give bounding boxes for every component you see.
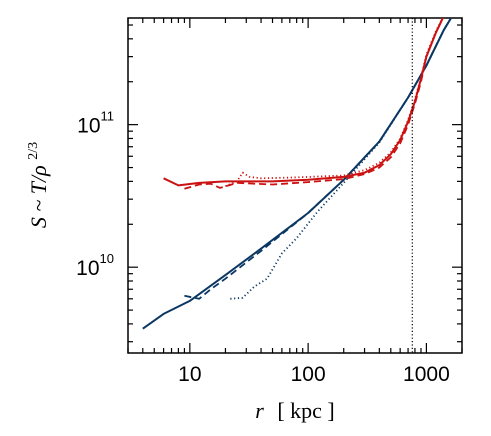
x-axis-unit: [ kpc ] — [277, 398, 334, 423]
y-axis-title: S ~ T/ρ 2/3 — [26, 142, 51, 228]
y-tick-label: 1011 — [77, 109, 114, 138]
y-tick-base: 10 — [77, 115, 100, 138]
x-tick-label: 1000 — [403, 363, 450, 386]
axis-ticks — [127, 18, 463, 353]
y-axis-exponent: 2/3 — [26, 142, 41, 160]
x-tick-label: 10 — [178, 363, 201, 386]
series-1-line — [142, 18, 453, 330]
y-tick-label: 1010 — [76, 251, 114, 280]
x-axis-variable: r — [255, 398, 264, 423]
series-5-line — [184, 18, 444, 190]
series-2-line — [184, 18, 453, 300]
series-layer — [142, 18, 453, 353]
y-tick-exponent: 11 — [101, 109, 115, 124]
plot-frame — [127, 17, 463, 354]
y-tick-base: 10 — [76, 257, 99, 280]
y-axis-quantity: S ~ T/ρ — [26, 165, 51, 228]
series-6-line — [225, 18, 444, 188]
y-tick-exponent: 10 — [100, 251, 114, 266]
series-4-line — [163, 18, 444, 187]
series-3-line — [230, 18, 453, 300]
x-axis-title: r [ kpc ] — [255, 398, 334, 423]
x-tick-label: 100 — [291, 363, 326, 386]
